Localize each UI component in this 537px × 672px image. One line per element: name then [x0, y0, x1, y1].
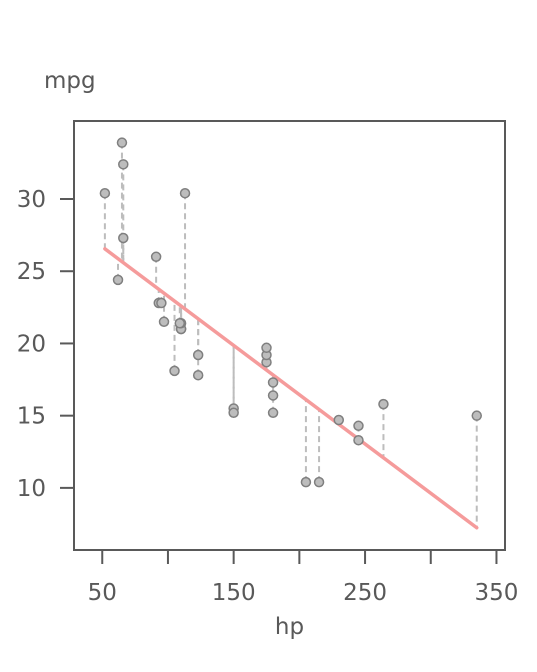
data-point: [353, 420, 364, 432]
y-axis-ticks: 10 15 20 25 30: [17, 187, 74, 502]
data-point: [192, 369, 204, 381]
y-tick-label: 30: [17, 187, 46, 213]
plot-frame: [73, 120, 506, 551]
y-tick-label: 10: [17, 476, 46, 502]
data-point: [267, 390, 279, 401]
data-point: [156, 297, 167, 309]
data-point: [116, 137, 128, 148]
data-point: [471, 410, 482, 421]
regression-line-group: [103, 247, 479, 530]
y-tick-label: 15: [17, 404, 46, 430]
data-point: [267, 377, 279, 388]
data-point: [118, 232, 129, 244]
data-point: [192, 349, 204, 361]
data-point: [112, 274, 124, 286]
data-point: [313, 476, 325, 488]
y-tick-label: 20: [17, 331, 46, 357]
x-tick-label: 250: [343, 580, 387, 606]
y-axis-title: mpg: [44, 68, 96, 94]
x-axis-title: hp: [275, 614, 304, 640]
data-point: [150, 251, 162, 263]
data-point: [118, 159, 129, 170]
residual-lines-group: [103, 142, 478, 528]
data-point: [179, 187, 191, 199]
data-point: [333, 414, 345, 426]
x-tick-label: 150: [212, 580, 256, 606]
y-tick-label: 25: [17, 259, 46, 285]
data-point: [228, 407, 239, 419]
data-points-group: [99, 137, 482, 488]
x-tick-label: 50: [88, 580, 117, 606]
data-point: [169, 365, 180, 377]
data-point: [300, 476, 312, 488]
x-tick-label: 350: [475, 580, 519, 606]
x-axis-ticks: 50 150 250 350: [88, 550, 519, 606]
regression-line: [103, 247, 479, 530]
data-point: [99, 187, 111, 199]
data-point: [174, 317, 186, 329]
data-point: [378, 398, 389, 410]
data-point: [158, 316, 170, 328]
data-point: [261, 342, 272, 354]
data-point: [353, 434, 364, 446]
data-point: [267, 407, 279, 419]
